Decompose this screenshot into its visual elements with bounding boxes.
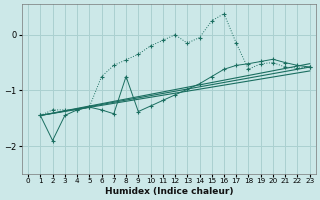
X-axis label: Humidex (Indice chaleur): Humidex (Indice chaleur): [105, 187, 233, 196]
